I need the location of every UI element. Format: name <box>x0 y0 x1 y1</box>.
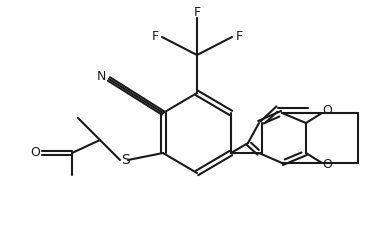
Text: O: O <box>322 159 332 172</box>
Text: O: O <box>322 105 332 118</box>
Text: S: S <box>121 153 129 167</box>
Text: F: F <box>236 30 242 43</box>
Text: N: N <box>96 69 106 83</box>
Text: F: F <box>194 7 201 20</box>
Text: O: O <box>30 147 40 160</box>
Text: F: F <box>151 30 159 43</box>
